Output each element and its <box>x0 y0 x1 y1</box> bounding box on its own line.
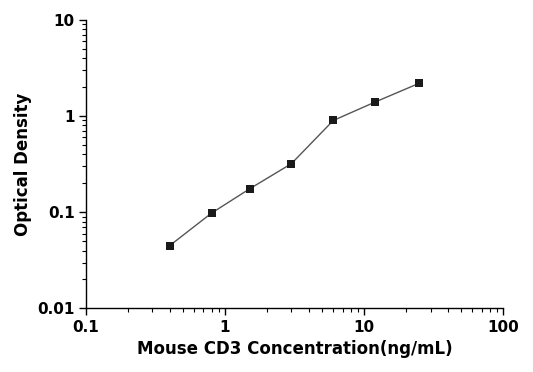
Point <box>207 210 216 216</box>
Point <box>245 186 254 192</box>
Y-axis label: Optical Density: Optical Density <box>14 93 32 236</box>
Point <box>329 118 337 124</box>
Point <box>287 161 296 167</box>
Point <box>371 99 379 105</box>
Point <box>415 80 424 86</box>
Point <box>165 243 174 248</box>
X-axis label: Mouse CD3 Concentration(ng/mL): Mouse CD3 Concentration(ng/mL) <box>137 340 453 358</box>
